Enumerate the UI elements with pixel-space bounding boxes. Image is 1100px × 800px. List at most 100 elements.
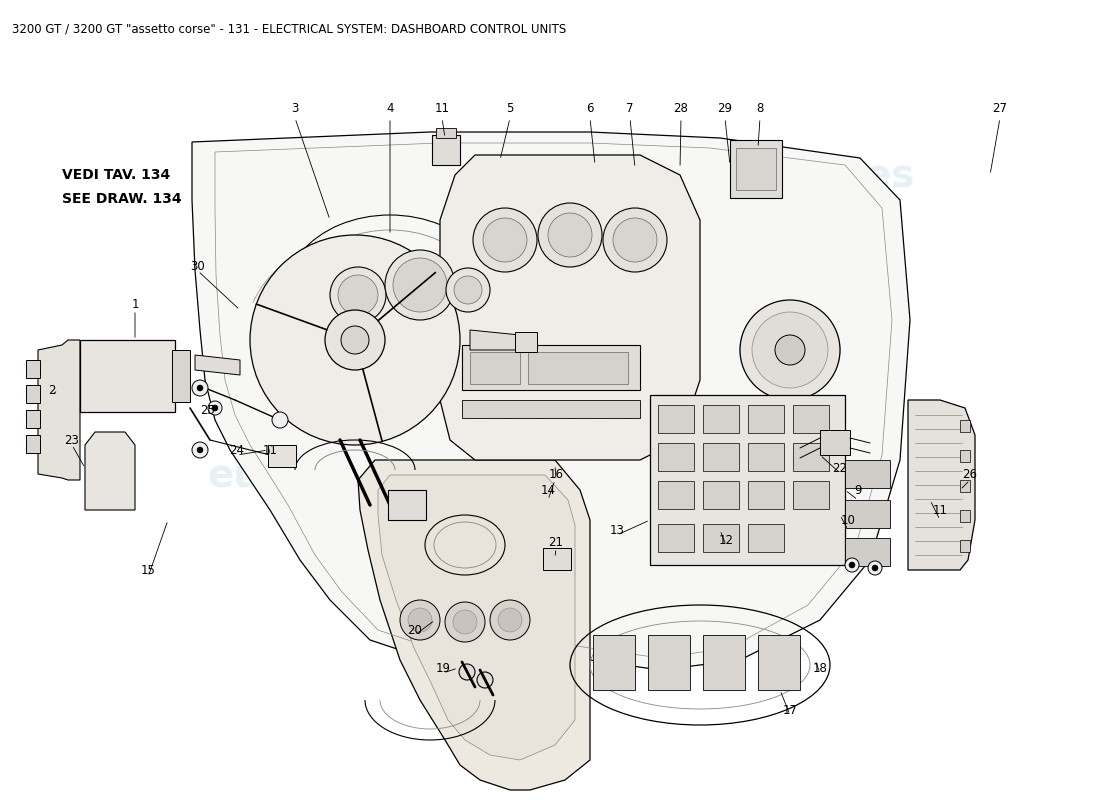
Bar xyxy=(432,135,460,165)
Text: 19: 19 xyxy=(436,662,451,674)
Circle shape xyxy=(498,608,522,632)
Bar xyxy=(845,460,890,488)
Bar xyxy=(730,140,782,198)
Bar xyxy=(748,481,784,509)
Text: 6: 6 xyxy=(586,102,594,114)
Circle shape xyxy=(324,310,385,370)
Circle shape xyxy=(446,602,485,642)
Bar xyxy=(845,538,890,566)
Text: 17: 17 xyxy=(782,703,797,717)
Circle shape xyxy=(400,600,440,640)
Text: 21: 21 xyxy=(549,537,563,550)
Bar xyxy=(736,148,776,190)
Text: VEDI TAV. 134: VEDI TAV. 134 xyxy=(62,168,170,182)
Bar xyxy=(820,430,850,455)
Circle shape xyxy=(197,447,204,453)
Polygon shape xyxy=(195,355,240,375)
Text: 26: 26 xyxy=(962,469,978,482)
Bar xyxy=(748,405,784,433)
Bar xyxy=(703,524,739,552)
Bar xyxy=(436,128,456,138)
Circle shape xyxy=(849,562,855,568)
Text: 3: 3 xyxy=(292,102,299,114)
Circle shape xyxy=(197,385,204,391)
Bar xyxy=(703,635,745,690)
Bar xyxy=(650,395,845,565)
Circle shape xyxy=(872,565,878,571)
Bar xyxy=(26,385,40,403)
Circle shape xyxy=(192,380,208,396)
Text: 30: 30 xyxy=(190,259,206,273)
Circle shape xyxy=(473,208,537,272)
Text: 7: 7 xyxy=(626,102,634,114)
Polygon shape xyxy=(378,475,575,760)
Text: 11: 11 xyxy=(434,102,450,114)
Circle shape xyxy=(330,267,386,323)
Text: 25: 25 xyxy=(200,403,216,417)
Bar xyxy=(462,400,640,418)
Bar xyxy=(703,481,739,509)
Circle shape xyxy=(393,258,447,312)
Text: 4: 4 xyxy=(386,102,394,114)
Bar xyxy=(703,443,739,471)
Text: 28: 28 xyxy=(673,102,689,114)
Text: 15: 15 xyxy=(141,563,155,577)
Bar xyxy=(960,450,970,462)
Text: 5: 5 xyxy=(506,102,514,114)
Circle shape xyxy=(613,218,657,262)
Circle shape xyxy=(538,203,602,267)
Bar xyxy=(268,445,296,467)
Circle shape xyxy=(446,268,490,312)
Bar xyxy=(658,443,694,471)
Text: 12: 12 xyxy=(718,534,734,546)
Circle shape xyxy=(562,402,578,418)
Text: eurospares: eurospares xyxy=(669,157,915,195)
Circle shape xyxy=(532,402,548,418)
Bar xyxy=(470,352,520,384)
Text: 10: 10 xyxy=(840,514,856,526)
Text: 3200 GT / 3200 GT "assetto corse" - 131 - ELECTRICAL SYSTEM: DASHBOARD CONTROL U: 3200 GT / 3200 GT "assetto corse" - 131 … xyxy=(12,22,566,35)
Text: 1: 1 xyxy=(131,298,139,311)
Bar xyxy=(960,510,970,522)
Bar xyxy=(593,635,635,690)
Text: 13: 13 xyxy=(609,523,625,537)
Bar xyxy=(703,405,739,433)
Circle shape xyxy=(272,412,288,428)
Circle shape xyxy=(408,608,432,632)
Bar xyxy=(758,635,800,690)
Polygon shape xyxy=(358,460,590,790)
Bar xyxy=(528,352,628,384)
Polygon shape xyxy=(440,155,700,460)
Circle shape xyxy=(472,402,488,418)
Circle shape xyxy=(490,600,530,640)
Circle shape xyxy=(453,610,477,634)
Text: 20: 20 xyxy=(408,623,422,637)
Bar xyxy=(648,635,690,690)
Text: 29: 29 xyxy=(717,102,733,114)
Bar xyxy=(748,524,784,552)
Text: 11: 11 xyxy=(933,503,947,517)
Text: 27: 27 xyxy=(992,102,1008,114)
Circle shape xyxy=(845,558,859,572)
Bar xyxy=(960,540,970,552)
Polygon shape xyxy=(192,132,910,670)
Bar xyxy=(26,435,40,453)
Circle shape xyxy=(341,326,368,354)
Bar xyxy=(960,480,970,492)
Circle shape xyxy=(477,672,493,688)
Polygon shape xyxy=(908,400,975,570)
Text: 16: 16 xyxy=(549,469,563,482)
Circle shape xyxy=(459,664,475,680)
Circle shape xyxy=(454,276,482,304)
Text: 11: 11 xyxy=(263,443,277,457)
Bar xyxy=(462,345,640,390)
Bar xyxy=(845,500,890,528)
Bar xyxy=(26,410,40,428)
Text: 24: 24 xyxy=(230,443,244,457)
Polygon shape xyxy=(39,340,80,480)
Bar xyxy=(793,405,829,433)
Text: 2: 2 xyxy=(48,383,56,397)
Circle shape xyxy=(740,300,840,400)
Text: 18: 18 xyxy=(813,662,827,674)
Bar xyxy=(172,350,190,402)
